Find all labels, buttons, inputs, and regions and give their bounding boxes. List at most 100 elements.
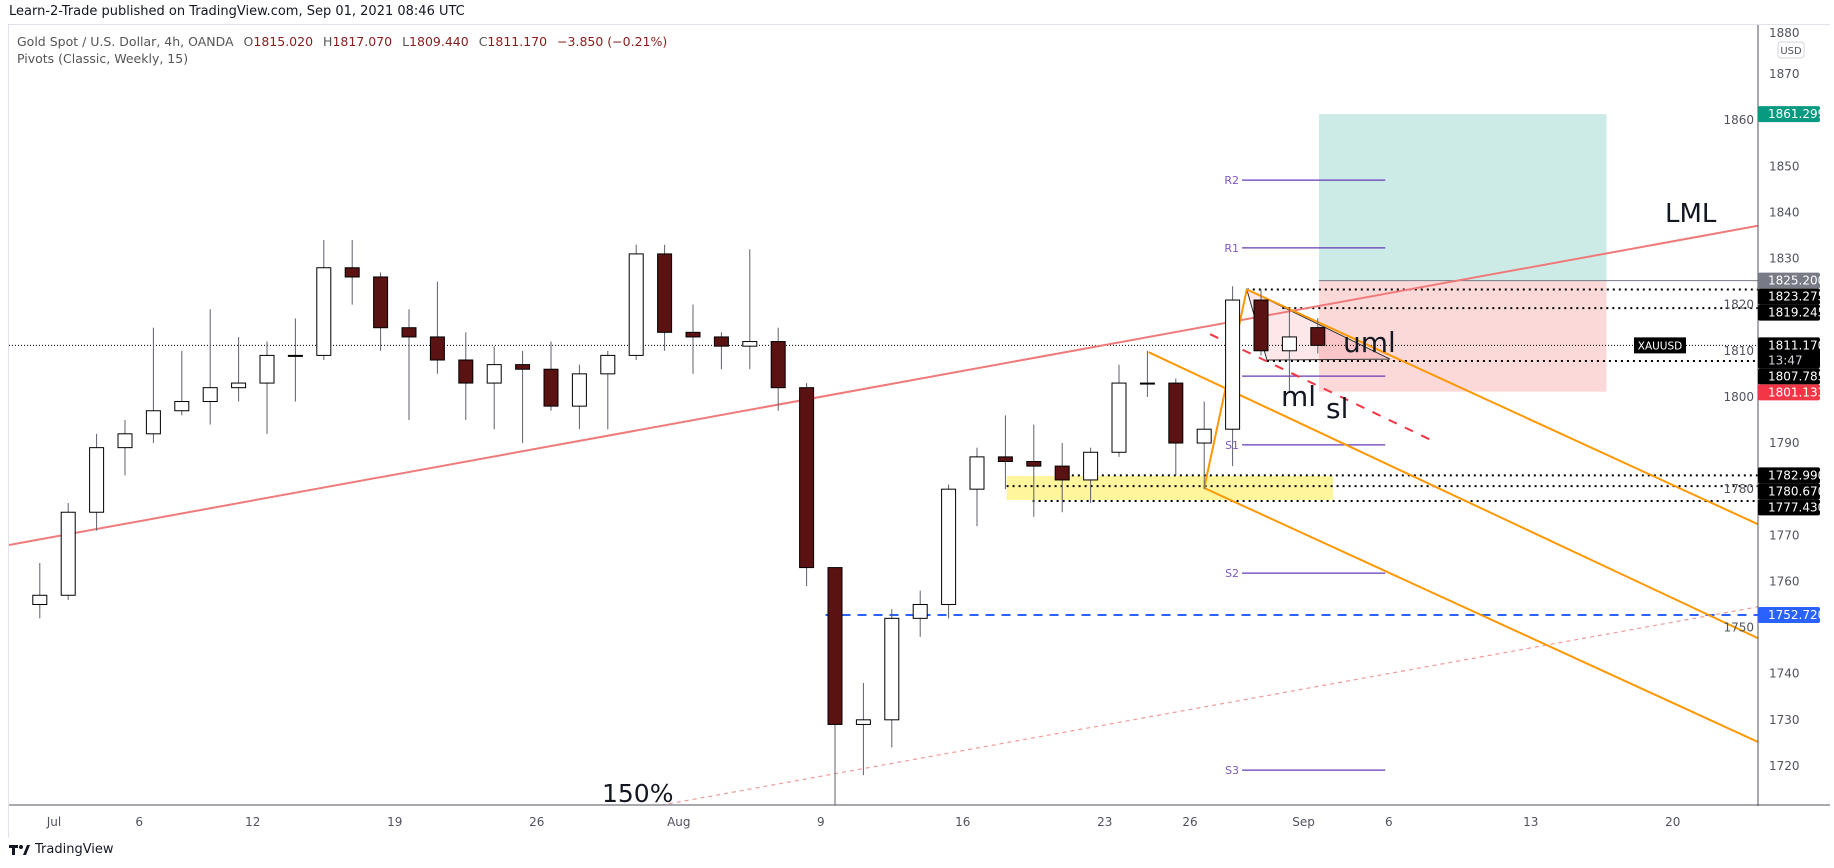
bullish-candle [231,382,247,389]
legend-symbol[interactable]: Gold Spot / U.S. Dollar, 4h, OANDA [17,34,234,49]
price-tick-label: 1860 [1723,113,1754,127]
price-tick-label: 1800 [1723,390,1754,404]
bearish-candle [1310,327,1326,346]
legend-indicator[interactable]: Pivots (Classic, Weekly, 15) [17,51,189,66]
price-axis[interactable] [1758,25,1830,838]
price-tick-label: 1740 [1769,667,1800,681]
bearish-candle [1168,382,1184,444]
countdown-label: 13:47 [1768,353,1803,367]
bullish-candle [174,401,190,412]
price-tag-label: 1777.430 [1768,500,1825,514]
bullish-candle [884,617,900,721]
bullish-candle [202,387,218,403]
bullish-candle [287,354,303,357]
bullish-candle [1139,382,1155,385]
price-tag [1758,106,1820,123]
price-tick-label: 1880 [1769,26,1800,40]
open-label: O [243,34,254,49]
bearish-candle [657,253,673,333]
pivot-label-r1: R1 [1224,242,1239,255]
price-tick-label: 1780 [1723,482,1754,496]
lml-label: LML [1665,199,1717,229]
extension-150-label: 150% [602,779,673,808]
legend: Gold Spot / U.S. Dollar, 4h, OANDA O1815… [17,33,673,67]
price-tag [1758,499,1820,516]
price-tick-label: 1730 [1769,713,1800,727]
open-value: 1815.020 [253,34,314,49]
price-tag [1758,607,1820,624]
bullish-candle [1281,336,1297,352]
close-label: C [478,34,488,49]
price-tick-label: 1840 [1769,205,1800,219]
time-axis [9,806,1830,838]
tradingview-logo-icon [9,844,30,855]
pivot-label-s3: S3 [1225,764,1239,777]
target-zone [1318,114,1607,281]
bullish-candle [855,719,871,725]
symbol-tag-label: XAUUSD [1638,340,1683,352]
price-tick-label: 1810 [1723,344,1754,358]
bullish-candle [1111,382,1127,453]
high-label: H [323,34,333,49]
high-value: 1817.070 [332,34,393,49]
ml-label: ml [1281,380,1316,413]
tradingview-logo[interactable]: TradingView [9,842,114,857]
bullish-candle [1196,428,1212,444]
price-tag [1758,467,1820,484]
bullish-candle [89,447,105,513]
bullish-candle [600,354,616,375]
time-tick-label: Sep [1292,815,1315,829]
uml-label: uml [1343,326,1396,359]
price-tick-label: 1760 [1769,574,1800,588]
bullish-candle [32,594,48,605]
bearish-candle [1026,460,1042,467]
bullish-candle [259,354,275,384]
bearish-candle [827,567,843,725]
time-tick-label: 12 [245,815,260,829]
bullish-candle [60,511,76,596]
sl-label: sl [1326,392,1348,425]
time-tick-label: Aug [667,815,690,829]
bearish-candle [799,387,815,569]
price-tick-label: 1790 [1769,436,1800,450]
price-tick-label: 1820 [1723,298,1754,312]
price-tag-label: 1819.245 [1768,306,1825,320]
price-tag-label: 1823.275 [1768,290,1825,304]
price-tick-label: 1870 [1769,67,1800,81]
bullish-candle [117,433,133,449]
bullish-candle [1083,451,1099,481]
price-tag-label: 1861.299 [1768,107,1825,121]
price-tick-label: 1770 [1769,528,1800,542]
time-tick-label: 9 [817,815,825,829]
bullish-candle [145,410,161,435]
price-tick-label: 1850 [1769,159,1800,173]
pivot-label-s2: S2 [1225,567,1239,580]
price-tick-label: 1720 [1769,759,1800,773]
bearish-candle [1054,465,1070,481]
price-tag [1758,483,1820,500]
legend-change: −3.850 (−0.21%) [557,34,668,49]
brand-name: TradingView [35,842,114,857]
price-tag-label: 1752.720 [1768,608,1825,622]
bullish-candle [571,373,587,407]
time-tick-label: 6 [135,815,143,829]
price-tag [1758,288,1820,305]
price-tag [1758,304,1820,321]
bullish-candle [742,341,758,347]
legend-low: L1809.440 [402,34,469,49]
price-tag [1758,337,1820,369]
bullish-candle [316,267,332,356]
time-tick-label: 6 [1385,815,1393,829]
pivot-label-s1: S1 [1225,439,1239,452]
bullish-candle [1225,299,1241,430]
bearish-candle [543,368,559,407]
lml-trendline [9,224,1758,546]
time-tick-label: 16 [955,815,970,829]
close-value: 1811.170 [487,34,548,49]
price-tick-label: 1750 [1723,621,1754,635]
bearish-candle [713,336,729,347]
bearish-candle [458,359,474,384]
bearish-candle [429,336,445,361]
